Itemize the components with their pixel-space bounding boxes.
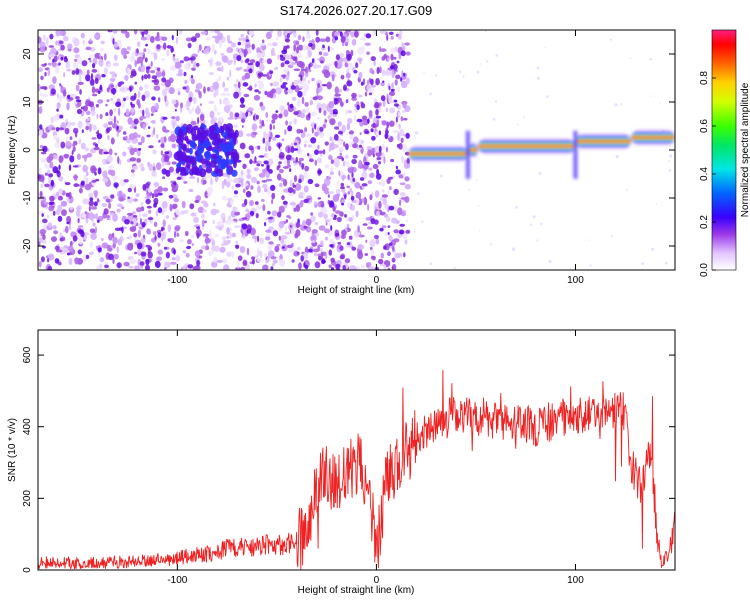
colorbar-tick-label: 0.2 [699,215,710,229]
y-tick-label: 10 [22,96,33,108]
colorbar-tick-label: 0.4 [699,167,710,181]
ridge-segment-2 [477,145,576,148]
snr-ylabel: SNR (10 * v/v) [7,418,18,482]
noise-region [38,30,673,270]
y-tick-label: -10 [22,190,33,205]
spectrogram-frame [37,29,676,271]
colorbar-tick-label: 0.6 [699,119,710,133]
colorbar-label: Normalized spectral amplitude [740,82,750,217]
x-tick-label: 100 [567,275,584,286]
ridge-segment-4 [631,136,675,139]
x-tick-label: 100 [567,575,584,586]
x-tick-label: -100 [167,275,187,286]
spectrogram-ylabel: Frequency (Hz) [7,116,18,185]
spectrogram-xlabel: Height of straight line (km) [298,285,415,296]
y-tick-label: 0 [22,147,33,153]
x-tick-label: 0 [374,575,380,586]
y-tick-label: -20 [22,238,33,253]
snr-frame [37,329,676,571]
ridge-segment-3 [575,140,632,143]
x-tick-label: 0 [374,275,380,286]
ridge-segment-1 [468,148,478,152]
figure-title: S174.2026.027.20.17.G09 [280,3,433,18]
snr-panel: -100 0 100 0 200 400 600 Height of straight li… [7,329,676,596]
colorbar: 0.0 0.2 0.4 0.6 0.8 Normalized spectral ampl… [699,29,750,277]
y-tick-label: 200 [22,490,33,507]
y-tick-label: 400 [22,418,33,435]
y-tick-label: 600 [22,346,33,363]
colorbar-gradient [711,29,737,271]
colorbar-tick-label: 0.8 [699,71,710,85]
frequency-ridge [408,129,675,179]
snr-series-line [38,369,675,570]
snr-xlabel: Height of straight line (km) [298,585,415,596]
x-tick-label: -100 [167,575,187,586]
y-tick-label: 20 [22,48,33,60]
y-tick-label: 0 [22,567,33,573]
colorbar-tick-label: 0.0 [699,263,710,277]
ridge-segment-0 [408,152,468,155]
